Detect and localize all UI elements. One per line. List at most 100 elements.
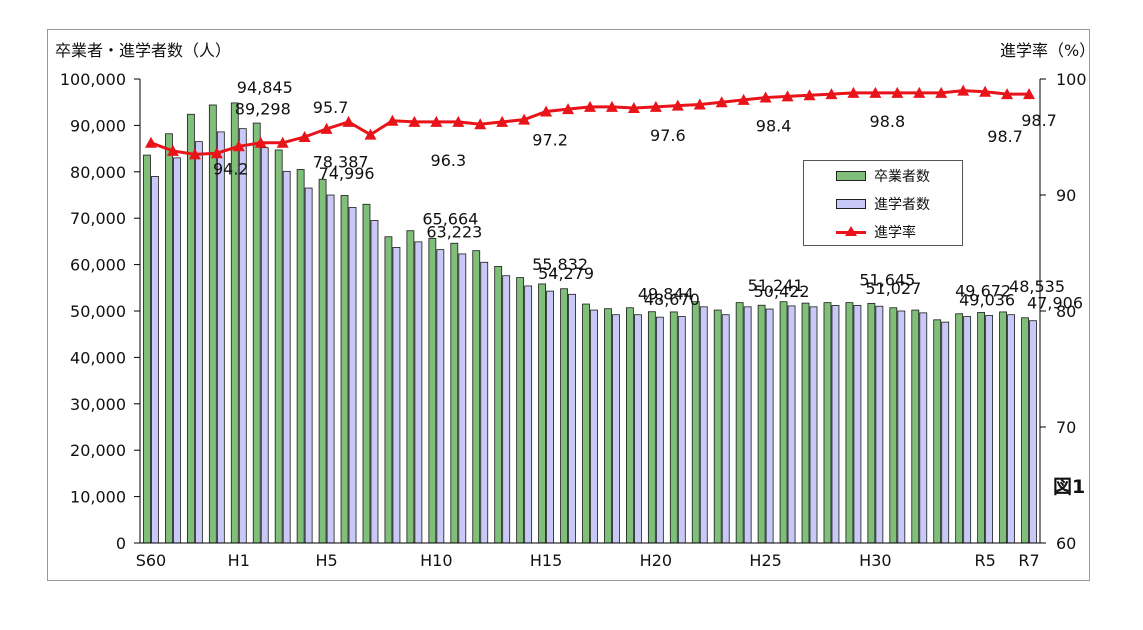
- bar-enrollees: [348, 207, 357, 544]
- bar-graduates: [845, 302, 854, 544]
- bar-enrollees: [370, 220, 379, 544]
- y-right-tick-label: 70: [1056, 418, 1076, 437]
- rate-marker: [518, 113, 531, 125]
- y-left-tick-label: 0: [116, 534, 126, 553]
- bar-graduates: [428, 237, 437, 544]
- data-label: 98.7: [987, 127, 1023, 146]
- data-label: 94.2: [213, 159, 249, 178]
- bar-graduates: [999, 311, 1007, 544]
- rate-marker: [276, 136, 289, 148]
- bar-enrollees: [260, 147, 269, 544]
- rate-marker: [979, 85, 992, 97]
- data-label: 65,664: [422, 209, 478, 228]
- y-left-tick-label: 10,000: [70, 488, 126, 507]
- data-label: 51,645: [859, 270, 915, 289]
- bar-graduates: [472, 250, 481, 544]
- rate-marker: [605, 100, 618, 112]
- bar-enrollees: [875, 305, 884, 544]
- legend-swatch-graduates: [836, 171, 866, 181]
- bar-graduates: [713, 309, 722, 544]
- bar-graduates: [274, 149, 283, 544]
- bar-enrollees: [480, 261, 489, 544]
- rate-marker: [584, 100, 596, 112]
- rate-marker: [210, 147, 223, 159]
- rate-marker: [1001, 88, 1014, 100]
- rate-marker: [869, 86, 882, 98]
- bar-enrollees: [721, 314, 730, 544]
- bar-enrollees: [634, 314, 642, 544]
- bar-graduates: [406, 230, 415, 544]
- bar-graduates: [823, 302, 832, 544]
- rate-marker: [781, 90, 794, 102]
- bar-enrollees: [1029, 320, 1037, 544]
- data-label: 48,670: [644, 290, 700, 309]
- y-right-tick-label: 60: [1056, 534, 1076, 553]
- rate-marker: [825, 88, 838, 100]
- figure-label: 図1: [1053, 476, 1086, 498]
- bar-enrollees: [524, 285, 533, 544]
- bar-graduates: [801, 302, 810, 544]
- bar-graduates: [867, 302, 876, 544]
- bar-enrollees: [194, 141, 203, 544]
- bar-graduates: [560, 288, 568, 544]
- bar-enrollees: [853, 305, 862, 544]
- bar-enrollees: [699, 306, 708, 544]
- legend-label-graduates: 卒業者数: [874, 169, 930, 185]
- bar-enrollees: [897, 310, 906, 544]
- rate-marker: [759, 91, 772, 103]
- bar-enrollees: [304, 187, 313, 544]
- bar-enrollees: [765, 308, 774, 544]
- x-tick-label: H15: [530, 551, 562, 570]
- data-label: 78,387: [313, 152, 369, 171]
- bar-enrollees: [787, 305, 796, 544]
- x-tick-label: R5: [974, 551, 995, 570]
- rate-marker: [188, 148, 201, 160]
- bar-graduates: [252, 122, 261, 544]
- y-right-tick-label: 80: [1056, 302, 1076, 321]
- legend-label-enrollees: 進学者数: [874, 197, 930, 213]
- data-label: 95.7: [313, 98, 349, 117]
- legend-item-rate: 進学率: [804, 222, 916, 242]
- data-label: 49,672: [955, 282, 1011, 301]
- rate-marker: [496, 115, 509, 127]
- rate-marker: [386, 114, 399, 126]
- x-tick-label: H30: [859, 551, 891, 570]
- rate-marker: [693, 98, 706, 110]
- bar-graduates: [186, 113, 195, 544]
- data-label: 49,036: [959, 290, 1015, 309]
- x-tick-label: H20: [640, 551, 672, 570]
- bar-enrollees: [216, 131, 225, 544]
- y-left-tick-label: 60,000: [70, 256, 126, 275]
- y-left-tick-label: 90,000: [70, 116, 126, 135]
- rate-marker: [627, 102, 640, 113]
- data-label: 98.7: [1021, 111, 1057, 130]
- data-label: 54,279: [538, 264, 594, 283]
- bar-graduates: [647, 311, 656, 544]
- bar-enrollees: [568, 293, 576, 544]
- legend-item-enrollees: 進学者数: [804, 194, 930, 214]
- bar-graduates: [626, 307, 634, 544]
- data-label: 98.4: [756, 117, 792, 136]
- bar-enrollees: [546, 290, 554, 544]
- bar-graduates: [779, 301, 788, 544]
- bar-graduates: [911, 309, 920, 544]
- data-label: 48,535: [1009, 277, 1065, 296]
- bar-enrollees: [743, 306, 752, 544]
- bar-enrollees: [282, 170, 291, 544]
- rate-marker: [935, 86, 948, 98]
- data-label: 94,845: [237, 78, 293, 97]
- rate-marker: [913, 86, 926, 98]
- bar-graduates: [362, 203, 371, 544]
- bar-graduates: [516, 277, 525, 544]
- rate-marker: [452, 115, 465, 127]
- y-left-tick-label: 100,000: [60, 70, 126, 89]
- bar-enrollees: [173, 157, 181, 544]
- y-right-tick-label: 90: [1056, 186, 1076, 205]
- data-label: 49,844: [638, 285, 694, 304]
- bar-graduates: [691, 301, 700, 544]
- rate-marker: [540, 105, 553, 117]
- rate-marker: [430, 115, 443, 127]
- rate-marker: [166, 144, 179, 156]
- legend-item-graduates: 卒業者数: [804, 166, 930, 186]
